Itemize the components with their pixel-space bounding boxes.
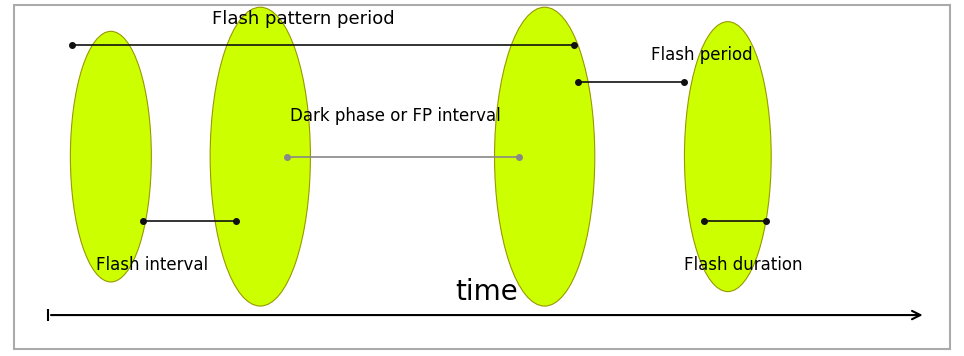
Text: time: time — [455, 278, 519, 306]
Text: Flash duration: Flash duration — [684, 256, 803, 274]
Ellipse shape — [684, 22, 771, 292]
Ellipse shape — [70, 31, 151, 282]
Ellipse shape — [495, 7, 595, 306]
Text: Flash pattern period: Flash pattern period — [212, 10, 395, 28]
Ellipse shape — [210, 7, 310, 306]
Text: Flash period: Flash period — [651, 46, 752, 64]
Text: Dark phase or FP interval: Dark phase or FP interval — [290, 106, 500, 125]
Text: Flash interval: Flash interval — [96, 256, 208, 274]
